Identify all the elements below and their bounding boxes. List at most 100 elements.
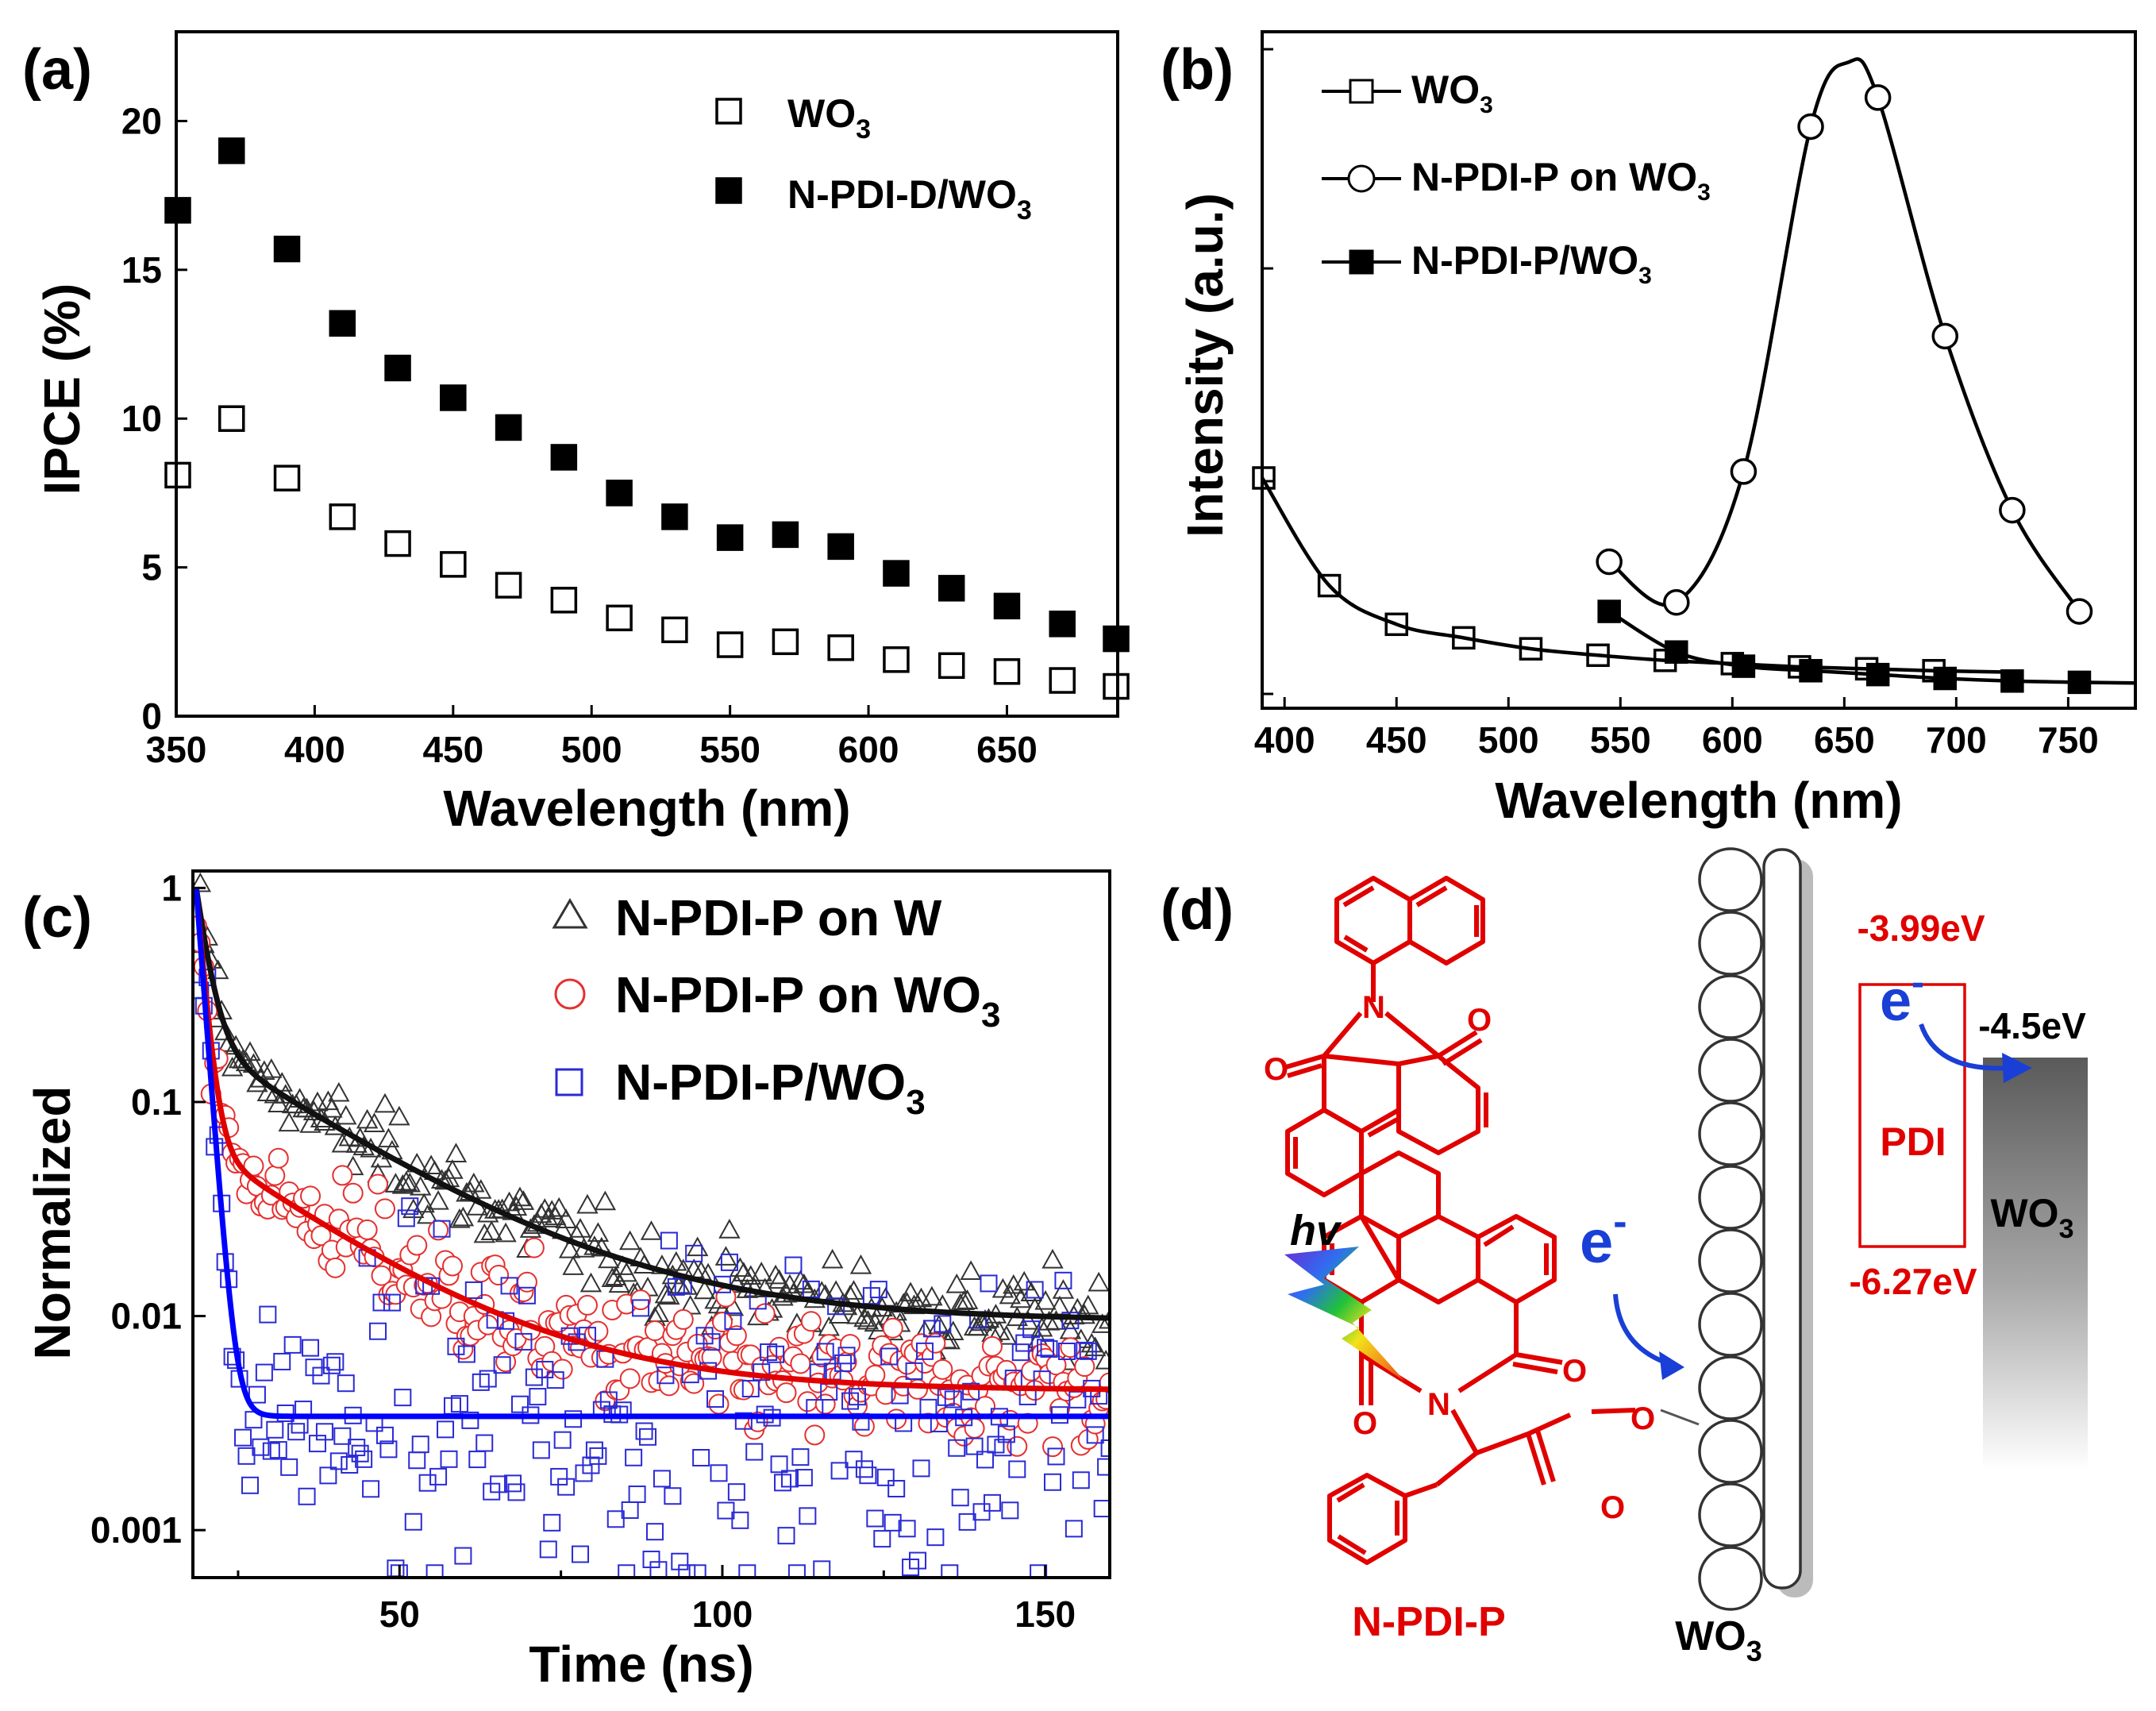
series-2-point [429, 1467, 448, 1486]
series-0-point [329, 503, 356, 530]
series-0-point [1052, 1279, 1075, 1299]
wo3-nanoparticle [1698, 911, 1763, 976]
wo3-nanoparticle [1698, 1101, 1763, 1166]
series-2-point [450, 1395, 468, 1413]
series-2-point [273, 1352, 291, 1370]
series-1-point [368, 1173, 389, 1195]
y-tick-label: 0.1 [131, 1081, 182, 1123]
series-0-point [729, 1257, 752, 1277]
series-2-point [926, 1528, 945, 1547]
series-2-point [869, 1281, 887, 1299]
series-0-point [555, 1208, 577, 1228]
series-0-point [398, 1172, 421, 1193]
series-2-point [269, 1441, 287, 1459]
series-0-point [827, 634, 854, 661]
series-0-point [956, 1289, 979, 1309]
panel-c-label: (c) [22, 886, 92, 950]
x-tick-label: 450 [1366, 719, 1427, 761]
series-1-point [1049, 611, 1076, 638]
series-2-point [493, 1356, 511, 1374]
series-2-point [425, 1564, 444, 1578]
series-2-point [510, 1395, 529, 1413]
series-2-point [322, 1356, 341, 1374]
panel-a-label: (a) [22, 38, 92, 102]
series-2-point [1665, 640, 1688, 664]
series-0-point [768, 1269, 791, 1289]
series-2-point [529, 1388, 547, 1406]
series-0-point [1384, 612, 1408, 637]
series-0-point [1034, 1289, 1057, 1310]
wo3-nanoparticle [1698, 1419, 1763, 1484]
series-1-point [441, 1255, 463, 1277]
series-1-point [907, 1378, 929, 1400]
series-0-point [569, 1218, 591, 1238]
series-2-point [241, 1476, 259, 1494]
series-2-point [550, 1467, 568, 1486]
legend-label-n-pdi-p-wo3: N-PDI-P/WO3 [1411, 238, 1652, 289]
series-1-point [550, 444, 578, 471]
series-1-point [964, 1417, 985, 1439]
series-2-point [248, 1385, 266, 1404]
series-0-point [899, 1281, 922, 1302]
series-2-point [941, 1564, 959, 1578]
series-2-point [884, 1513, 902, 1532]
series-2-point [653, 1470, 671, 1488]
series-0-point [960, 1260, 982, 1280]
series-0-point [849, 1254, 872, 1274]
series-2-point [962, 1382, 980, 1401]
series-1-point [1042, 1436, 1064, 1458]
series-2-point [2000, 669, 2024, 693]
series-2-point [784, 1256, 803, 1274]
series-2-point [703, 1333, 721, 1351]
series-2-point [671, 1552, 689, 1570]
series-2-point [518, 1286, 536, 1304]
panel-a-ylabel: IPCE (%) [33, 283, 90, 495]
series-1-point [523, 1237, 545, 1258]
legend-label-wo3: WO3 [1411, 67, 1493, 118]
series-2-point [280, 1458, 298, 1476]
series-0-point [977, 1308, 1000, 1328]
series-0-point [558, 1238, 581, 1258]
series-2-point [980, 1274, 998, 1293]
series-0-point [1317, 573, 1342, 598]
series-1-point [374, 1198, 395, 1220]
series-2-point [319, 1466, 337, 1485]
series-2-point [1597, 599, 1621, 623]
series-2-point [816, 1343, 834, 1361]
series-0-point [374, 1092, 396, 1113]
series-2-point [500, 1277, 518, 1295]
series-1-point [406, 1235, 428, 1256]
series-2-point [2067, 670, 2092, 695]
panel-b: (b) 400 450 500 550 600 650 700 750 Wavelength … [1161, 30, 2137, 829]
series-2-point [387, 1559, 405, 1578]
legend-marker-open-triangle [552, 898, 588, 929]
series-2-point [1086, 1426, 1104, 1444]
series-2-point [976, 1451, 995, 1469]
series-2-point [862, 1287, 880, 1305]
series-2-point [767, 1345, 785, 1363]
series-2-point [404, 1513, 422, 1531]
series-0-point [253, 1060, 275, 1081]
series-2-point [695, 1327, 714, 1345]
series-1-point [310, 1225, 332, 1247]
series-0-point [452, 1206, 475, 1227]
series-0-point [480, 1220, 502, 1241]
series-2-point [642, 1551, 660, 1569]
series-2-point [639, 1428, 657, 1446]
series-2-point [375, 1426, 394, 1444]
y-tick-label: 15 [121, 249, 162, 291]
series-1-point [1931, 322, 1959, 350]
series-2-point [369, 1322, 387, 1340]
pdi-band-box [1858, 983, 1966, 1248]
series-2-point [433, 1220, 451, 1238]
series-2-point [475, 1434, 494, 1452]
series-2-point [753, 1363, 771, 1382]
x-tick-label: 650 [976, 729, 1038, 770]
series-1-point [164, 197, 191, 224]
series-2-point [645, 1523, 664, 1541]
wo3-nanoparticle [1698, 1292, 1763, 1357]
y-tick-label: 10 [121, 398, 162, 439]
series-2-point [795, 1469, 813, 1487]
atom-o-bottom-left: O [1353, 1406, 1377, 1441]
series-2-point [710, 1464, 728, 1482]
